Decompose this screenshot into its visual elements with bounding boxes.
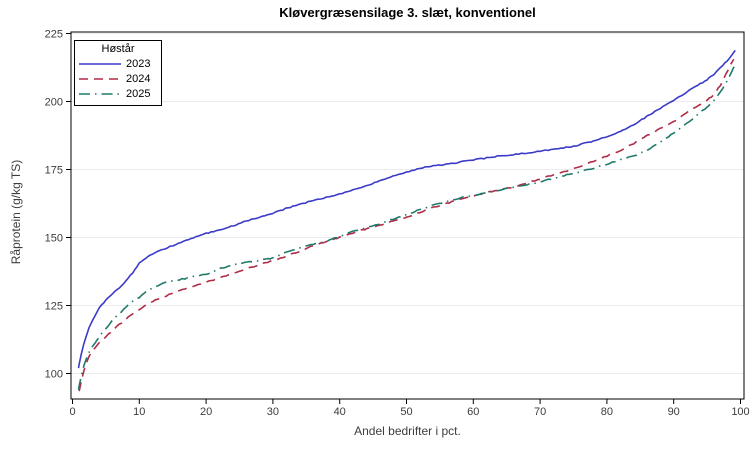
legend-line-sample — [79, 92, 121, 95]
x-tick-label: 0 — [69, 406, 75, 418]
x-tick-label: 50 — [400, 406, 412, 418]
legend-label: 2024 — [126, 72, 151, 85]
chart-title: Kløvergræsensilage 3. slæt, konventionel — [279, 5, 536, 20]
y-tick-label: 175 — [45, 165, 63, 177]
x-tick-label: 70 — [534, 406, 546, 418]
x-tick-label: 100 — [731, 406, 749, 418]
legend-entry-2023: 2023 — [75, 56, 161, 71]
plot-frame — [70, 31, 745, 400]
x-tick-label: 10 — [133, 406, 145, 418]
legend-line-sample — [79, 62, 121, 65]
y-tick-label: 150 — [45, 233, 63, 245]
legend-label: 2025 — [126, 87, 151, 100]
x-tick-label: 40 — [334, 406, 346, 418]
legend-entry-2024: 2024 — [75, 71, 161, 86]
legend-line-sample — [79, 77, 121, 80]
legend-label: 2023 — [126, 57, 151, 70]
legend: Høstår 2023 2024 2025 — [74, 40, 162, 106]
y-tick-label: 225 — [45, 29, 63, 41]
series-line-2023 — [77, 49, 736, 369]
legend-entry-2025: 2025 — [75, 86, 161, 101]
y-tick-label: 100 — [45, 369, 63, 381]
x-axis-label: Andel bedrifter i pct. — [354, 424, 461, 438]
series-line-2025 — [77, 64, 736, 390]
x-tick-label: 90 — [668, 406, 680, 418]
x-tick-label: 30 — [267, 406, 279, 418]
series-line-2024 — [78, 58, 735, 392]
x-tick-label: 60 — [467, 406, 479, 418]
x-tick-label: 80 — [601, 406, 613, 418]
x-tick-label: 20 — [200, 406, 212, 418]
y-tick-label: 200 — [45, 97, 63, 109]
y-tick-label: 125 — [45, 301, 63, 313]
y-axis-label: Råprotein (g/kg TS) — [9, 159, 23, 265]
legend-title: Høstår — [101, 43, 135, 55]
